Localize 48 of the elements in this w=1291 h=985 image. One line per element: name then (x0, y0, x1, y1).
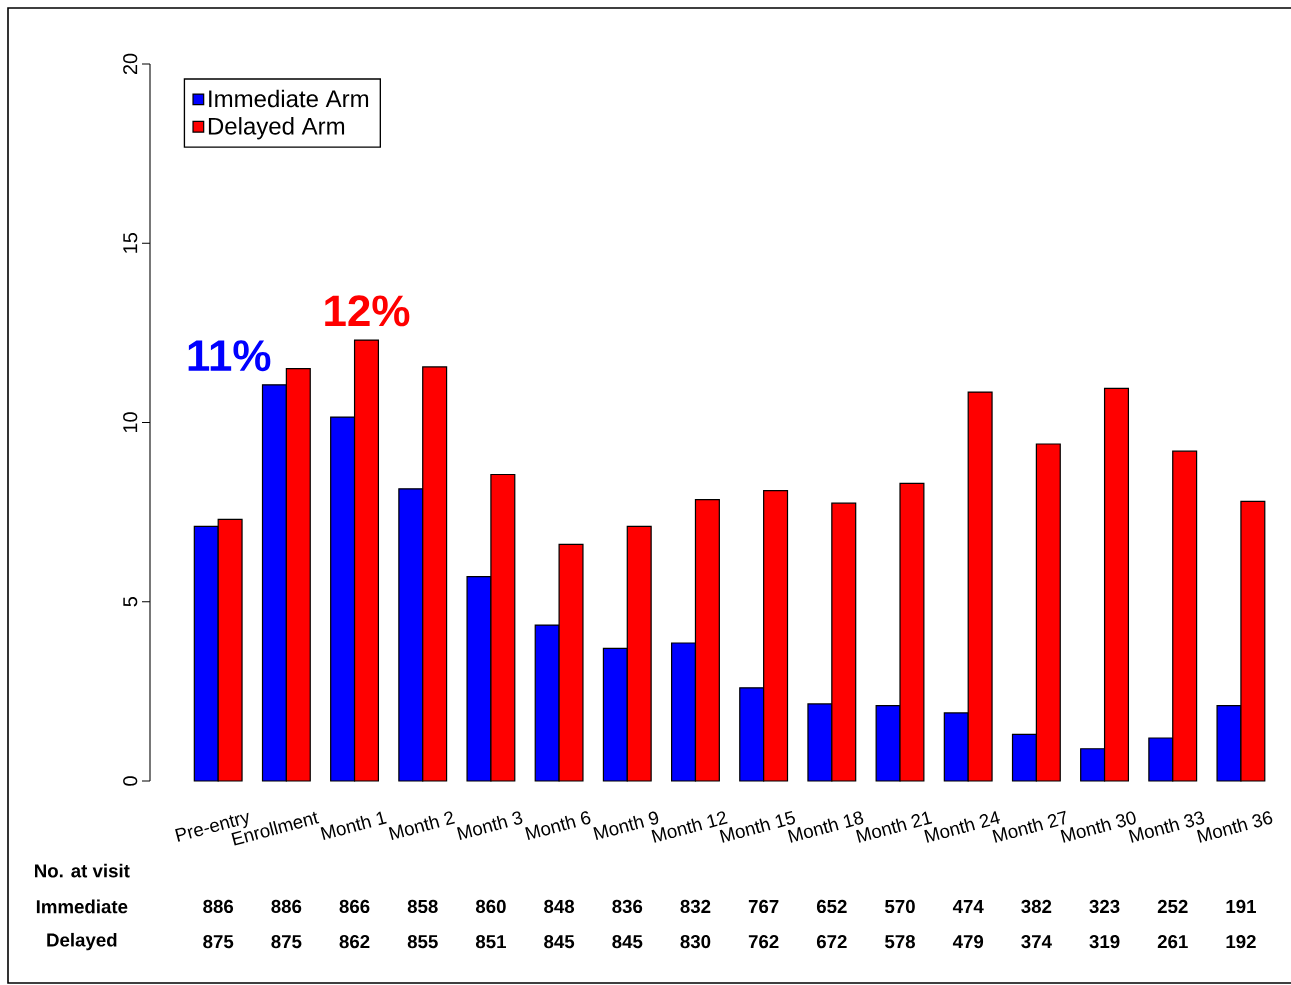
text: 261 (1157, 934, 1188, 949)
text: 767 (748, 899, 779, 914)
text: 192 (1226, 934, 1256, 949)
annotation: 11% (188, 340, 271, 372)
y-tick-label: 5 (123, 597, 138, 607)
text: 570 (885, 899, 915, 914)
text: 875 (203, 934, 234, 949)
text: 374 (1021, 934, 1052, 949)
legend-label: Immediate Arm (209, 89, 369, 108)
text: 319 (1089, 934, 1120, 949)
text: Delayed (47, 932, 117, 951)
text: 845 (544, 934, 575, 949)
legend-label: Delayed Arm (208, 117, 345, 140)
x-tick-label: Month 1 (320, 811, 387, 840)
text: 862 (339, 934, 370, 949)
text: 886 (271, 899, 302, 914)
text: 858 (407, 899, 438, 914)
text: 851 (475, 934, 506, 949)
y-tick-label: 0 (123, 776, 138, 786)
text: 845 (612, 934, 643, 949)
x-tick-label: Month 3 (456, 811, 523, 840)
text: 860 (475, 899, 506, 914)
text: 479 (952, 934, 984, 949)
text: 762 (748, 934, 779, 949)
text: 672 (816, 934, 847, 949)
text: Immediate (36, 899, 128, 914)
text: 474 (952, 900, 984, 913)
x-tick-label: Month 6 (525, 811, 591, 840)
text: 832 (680, 899, 711, 914)
x-tick-label: Month 2 (388, 811, 455, 840)
y-tick-label: 10 (123, 412, 138, 433)
annotation: 12% (325, 295, 410, 327)
text: 382 (1021, 899, 1052, 914)
text: 836 (612, 899, 643, 914)
text: 848 (544, 899, 575, 914)
text: 191 (1226, 899, 1256, 914)
text: 866 (339, 899, 370, 914)
text: 875 (271, 934, 302, 949)
text: No. at visit (35, 863, 130, 878)
text: 830 (680, 934, 711, 949)
text: 578 (885, 934, 915, 949)
text: 652 (816, 899, 847, 914)
text: 323 (1089, 899, 1120, 914)
text: 886 (203, 899, 234, 914)
y-tick-label: 15 (123, 232, 138, 253)
text: 855 (407, 934, 438, 949)
text: 252 (1157, 899, 1188, 914)
y-tick-label: 20 (123, 53, 138, 75)
